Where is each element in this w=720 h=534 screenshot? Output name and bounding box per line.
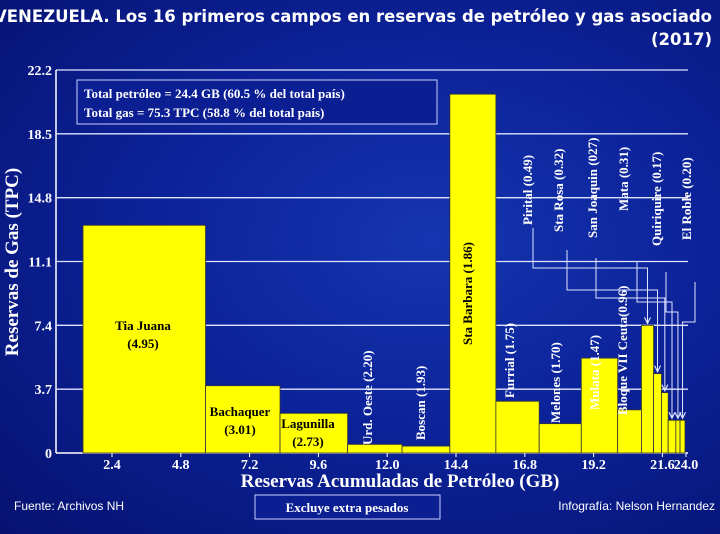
legend-total-gas: Total gas = 75.3 TPC (58.8 % del total p… — [84, 105, 324, 120]
legend-total-oil: Total petróleo = 24.4 GB (60.5 % del tot… — [84, 86, 345, 101]
connector-line — [682, 282, 696, 419]
y-tick-label: 18.5 — [28, 128, 53, 143]
bar-melones — [538, 423, 582, 454]
bar-boscan — [401, 445, 451, 454]
connector-line — [595, 258, 666, 391]
arrow-head-icon — [678, 411, 687, 420]
x-axis-label: Reservas Acumuladas de Petróleo (GB) — [241, 471, 560, 492]
arrow-head-icon — [653, 365, 662, 373]
arrow-head-icon — [643, 317, 652, 325]
arrow-head-icon — [668, 411, 676, 420]
exclusion-note: Excluye extra pesados — [286, 500, 409, 515]
x-tick-label: 4.8 — [172, 458, 190, 473]
bar-oil-label: (2.73) — [292, 434, 323, 449]
y-tick-label: 11.1 — [28, 256, 52, 271]
bar-mulata — [580, 357, 619, 454]
chart-title: VENEZUELA. Los 16 primeros campos en res… — [0, 7, 712, 26]
credit-note: Infografía: Nelson Hernandez — [558, 499, 715, 513]
bar-label-vertical: El Roble (0.20) — [679, 157, 694, 240]
bar-label-vertical: Furrial (1.75) — [502, 323, 517, 398]
bar-label-vertical: Bloque VII Ceuta(0.96) — [615, 286, 630, 415]
bar-label-vertical: San Joaquin (027) — [585, 138, 600, 238]
x-tick-label: 2.4 — [103, 458, 121, 473]
bar-mata — [667, 419, 677, 454]
connector-line — [532, 228, 648, 324]
bar-label: Tia Juana — [115, 318, 171, 333]
bar-sta-rosa — [653, 373, 662, 454]
bar-el-roble — [679, 419, 686, 454]
bar-label-vertical: Boscan (1.93) — [413, 366, 428, 440]
arrow-head-icon — [661, 384, 669, 392]
bar-label: Bachaquer — [210, 404, 271, 419]
bar-quiriquire — [675, 419, 681, 454]
y-tick-label: 0 — [45, 447, 52, 462]
bar-sta-barbara — [449, 93, 497, 454]
legend-box — [76, 79, 438, 125]
x-tick-label: 16.8 — [513, 458, 538, 473]
bar-label-vertical: Mata (0.31) — [616, 147, 631, 211]
bar-tia-juana — [82, 224, 206, 454]
bar-label: Lagunilla — [281, 416, 335, 431]
bar-pirital — [641, 324, 654, 454]
x-tick-label: 7.2 — [241, 458, 259, 473]
x-tick-label: 9.6 — [310, 458, 328, 473]
bar-label-vertical: Sta Rosa (0.32) — [551, 149, 566, 232]
y-tick-label: 3.7 — [35, 383, 53, 398]
bar-label-vertical: Mulata (1.47) — [587, 335, 602, 410]
x-tick-label: 24.0 — [674, 458, 699, 473]
connector-line — [636, 262, 673, 419]
bar-label-vertical: Quiriquire (0.17) — [649, 152, 664, 246]
bar-furrial — [495, 400, 540, 454]
x-tick-label: 21.6 — [650, 458, 675, 473]
y-axis-label: Reservas de Gas (TPC) — [2, 168, 23, 356]
bar-label-vertical: Urd. Oeste (2.20) — [360, 350, 375, 445]
exclusion-note-box — [254, 494, 441, 520]
source-note: Fuente: Archivos NH — [14, 499, 124, 513]
bar-label-vertical: Pirital (0.49) — [520, 155, 535, 225]
connector-line — [566, 250, 659, 372]
x-tick-label: 12.0 — [375, 458, 400, 473]
bar-label-vertical: Sta Barbara (1.86) — [460, 242, 475, 345]
bar-bloque-vii-ceuta — [617, 409, 642, 454]
connector-line — [665, 272, 679, 419]
bar-oil-label: (4.95) — [127, 336, 158, 351]
y-tick-label: 22.2 — [28, 64, 53, 79]
chart-title-year: (2017) — [651, 30, 712, 49]
x-tick-label: 14.4 — [444, 458, 469, 473]
bar-oil-label: (3.01) — [224, 422, 255, 437]
x-tick-label: 19.2 — [581, 458, 606, 473]
bar-lagunillas — [279, 412, 349, 454]
bar-bachaquero — [205, 385, 281, 454]
bar-label-vertical: Melones (1.70) — [548, 342, 563, 423]
bar-san-joaquin — [661, 392, 669, 454]
y-tick-label: 14.8 — [28, 192, 53, 207]
y-tick-label: 7.4 — [35, 319, 53, 334]
